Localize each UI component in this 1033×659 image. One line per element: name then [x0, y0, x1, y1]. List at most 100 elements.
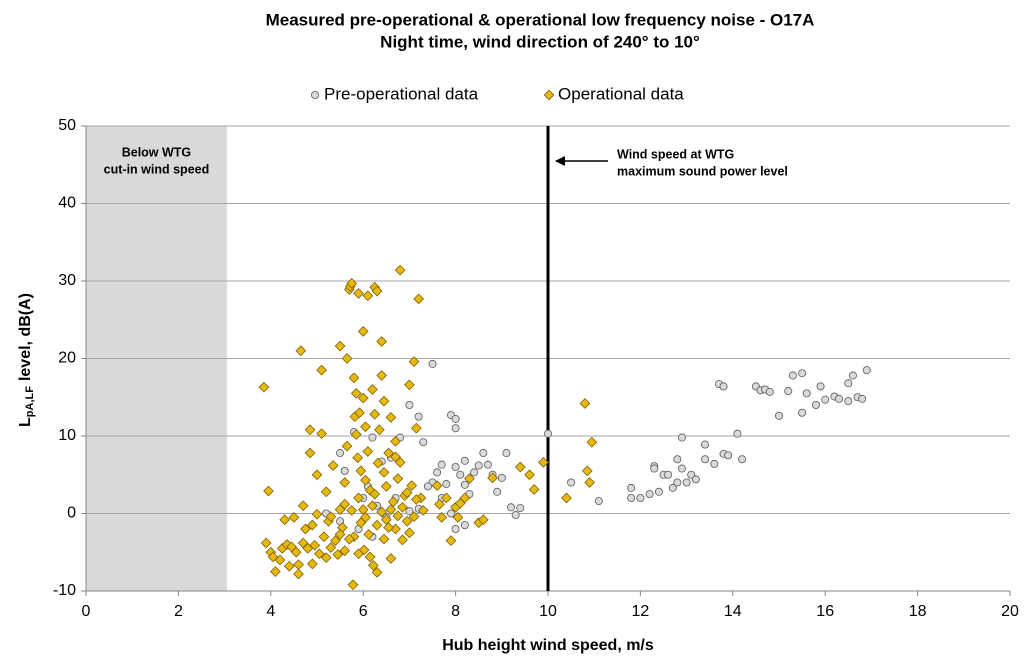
- data-point: [258, 381, 270, 393]
- data-point: [293, 559, 304, 571]
- data-point: [397, 501, 408, 513]
- data-point: [378, 467, 390, 478]
- data-point: [821, 395, 830, 404]
- data-point: [316, 364, 327, 376]
- data-point: [353, 492, 364, 504]
- y-label-main: L: [17, 417, 34, 427]
- data-point: [844, 397, 853, 406]
- data-point: [297, 500, 309, 512]
- data-point: [487, 472, 498, 484]
- data-point: [788, 371, 797, 380]
- data-point: [414, 412, 423, 421]
- data-point: [320, 552, 332, 564]
- data-point: [668, 483, 677, 492]
- y-tick-label: 0: [67, 505, 76, 522]
- data-point: [378, 533, 390, 545]
- data-point: [347, 579, 359, 591]
- data-point: [423, 482, 432, 491]
- data-point: [502, 449, 511, 458]
- data-point: [673, 455, 682, 464]
- data-point: [431, 480, 443, 491]
- x-tick-label: 18: [909, 603, 927, 620]
- data-point: [404, 379, 415, 391]
- data-point: [434, 498, 445, 510]
- data-point: [357, 392, 369, 404]
- data-point: [325, 511, 337, 522]
- data-point: [339, 545, 351, 557]
- data-point: [437, 460, 446, 469]
- data-point: [392, 473, 404, 484]
- x-tick-label: 2: [174, 603, 183, 620]
- data-point: [300, 523, 311, 535]
- data-point: [701, 455, 710, 464]
- data-point: [459, 492, 471, 504]
- data-point: [401, 487, 413, 498]
- data-point: [372, 457, 384, 469]
- x-tick-label: 6: [359, 603, 368, 620]
- data-point: [376, 506, 388, 518]
- data-point: [446, 509, 455, 518]
- data-point: [433, 468, 442, 477]
- data-point: [507, 503, 516, 512]
- data-point: [397, 534, 408, 546]
- legend-label: Pre-operational data: [324, 84, 479, 103]
- data-point: [288, 512, 300, 523]
- data-point: [497, 473, 506, 482]
- data-point: [346, 277, 358, 289]
- data-point: [775, 411, 784, 420]
- data-point: [408, 356, 420, 367]
- data-point: [353, 548, 364, 560]
- data-point: [263, 485, 274, 497]
- data-point: [316, 428, 327, 440]
- data-point: [677, 464, 686, 473]
- data-point: [304, 424, 316, 436]
- data-point: [719, 382, 728, 391]
- data-point: [581, 465, 593, 477]
- data-point: [352, 452, 364, 464]
- data-point: [360, 474, 371, 486]
- arrow-head: [555, 156, 565, 166]
- data-point: [579, 398, 591, 409]
- data-point: [404, 527, 415, 539]
- x-tick-label: 8: [451, 603, 460, 620]
- y-axis-label: LpA,LF level, dB(A): [17, 293, 36, 427]
- data-point: [456, 470, 465, 479]
- data-point: [724, 451, 733, 460]
- data-point: [811, 400, 820, 409]
- y-tick-label: 10: [58, 427, 76, 444]
- data-point: [390, 436, 401, 447]
- data-point: [844, 379, 853, 388]
- data-point: [371, 567, 383, 578]
- data-point: [664, 470, 673, 479]
- data-point: [451, 414, 460, 423]
- data-point: [354, 407, 365, 419]
- legend-marker: [543, 89, 555, 101]
- data-point: [479, 449, 488, 458]
- data-point: [645, 490, 654, 499]
- data-point: [334, 340, 346, 352]
- data-point: [802, 389, 811, 398]
- data-point: [313, 548, 325, 560]
- data-point: [594, 497, 603, 506]
- chart-title: Measured pre-operational & operational l…: [266, 10, 815, 29]
- data-point: [460, 521, 469, 530]
- data-point: [419, 438, 428, 447]
- reference-label: Wind speed at WTG: [617, 147, 734, 161]
- y-label-rest: level, dB(A): [17, 293, 34, 381]
- data-point: [451, 462, 460, 471]
- data-point: [376, 370, 388, 381]
- data-point: [311, 469, 323, 481]
- x-tick-label: 12: [632, 603, 650, 620]
- data-point: [538, 456, 549, 468]
- x-tick-label: 16: [816, 603, 834, 620]
- data-point: [368, 433, 377, 442]
- data-point: [332, 549, 344, 560]
- data-point: [436, 512, 448, 523]
- data-point: [339, 477, 351, 488]
- data-point: [677, 433, 686, 442]
- data-point: [350, 388, 362, 399]
- data-point: [650, 464, 659, 473]
- data-point: [862, 366, 871, 375]
- data-point: [334, 529, 346, 540]
